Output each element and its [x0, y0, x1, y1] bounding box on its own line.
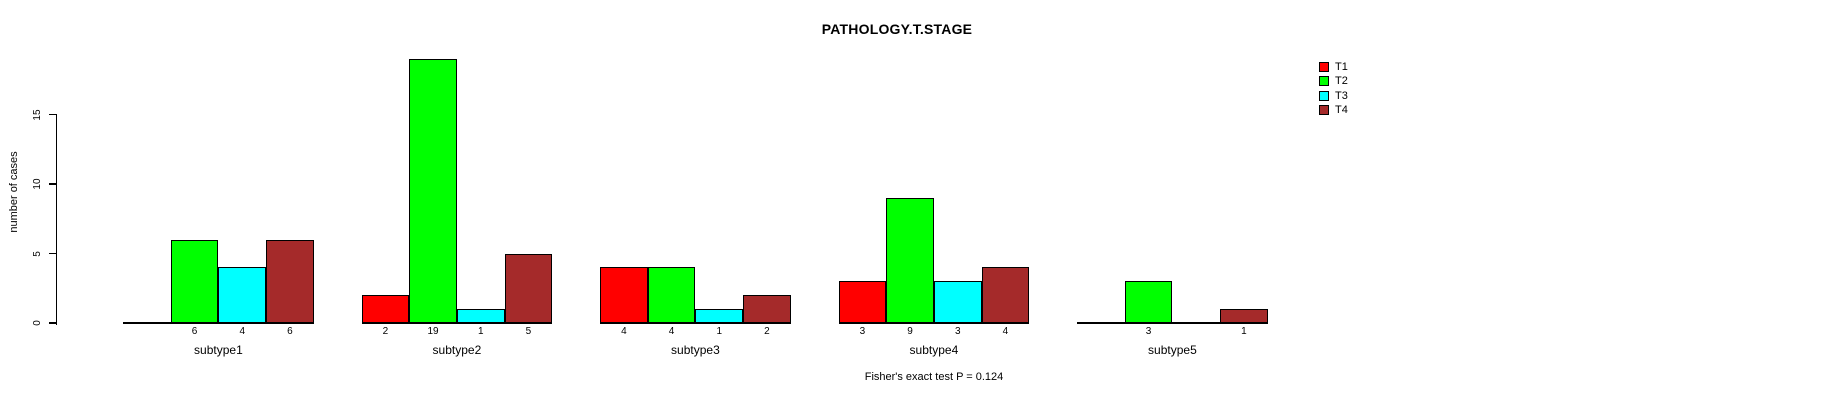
- bar-value-label: 6: [191, 326, 198, 337]
- bar-value-label: 3: [1145, 326, 1152, 337]
- bar-value-label: 1: [716, 326, 723, 337]
- legend-swatch-T3: [1319, 90, 1329, 101]
- legend-swatch-T4: [1319, 105, 1329, 116]
- bar-value-label: 3: [954, 326, 961, 337]
- y-tick: [48, 183, 56, 185]
- y-tick: [48, 113, 56, 116]
- category-label: subtype1: [194, 343, 243, 357]
- bar-T4-subtype1: [266, 239, 314, 323]
- bar-T1-subtype2: [361, 295, 410, 323]
- legend-swatch-T2: [1319, 76, 1329, 87]
- legend-label-T2: T2: [1335, 75, 1348, 88]
- group-baseline: [123, 322, 314, 324]
- bar-value-label: 4: [668, 326, 675, 337]
- fisher-test-note: Fisher's exact test P = 0.124: [864, 371, 1004, 383]
- group-baseline: [600, 322, 791, 324]
- category-label: subtype3: [671, 343, 720, 357]
- category-label: subtype5: [1148, 343, 1197, 357]
- y-tick: [48, 252, 56, 255]
- bar-value-label: 9: [907, 326, 913, 337]
- bar-T4-subtype3: [743, 295, 791, 323]
- bar-T4-subtype5: [1220, 309, 1268, 323]
- bar-T2-subtype3: [647, 267, 696, 323]
- bar-T2-subtype1: [170, 239, 219, 323]
- bar-T4-subtype2: [504, 253, 553, 323]
- bar-T3-subtype3: [695, 309, 744, 323]
- bar-T2-subtype2: [409, 58, 457, 323]
- bar-value-label: 5: [525, 326, 532, 337]
- bar-value-label: 4: [621, 326, 627, 337]
- bar-T1-subtype4: [838, 281, 887, 323]
- chart-title: PATHOLOGY.T.STAGE: [821, 21, 973, 37]
- category-label: subtype4: [909, 343, 959, 357]
- category-label: subtype2: [432, 343, 482, 357]
- bar-T2-subtype4: [886, 197, 934, 323]
- y-tick: [48, 322, 56, 324]
- legend-label-T4: T4: [1335, 104, 1348, 117]
- bar-T3-subtype2: [456, 309, 505, 323]
- y-axis-line: [55, 114, 57, 325]
- group-baseline: [838, 322, 1030, 324]
- bar-value-label: 4: [1002, 326, 1009, 337]
- bar-T4-subtype4: [981, 267, 1030, 323]
- bar-T3-subtype1: [218, 267, 267, 323]
- legend-swatch-T1: [1319, 62, 1329, 72]
- group-baseline: [361, 322, 553, 324]
- legend-label-T1: T1: [1335, 61, 1348, 73]
- bar-T3-subtype4: [933, 281, 982, 323]
- bar-value-label: 1: [1241, 326, 1247, 337]
- bar-T2-subtype5: [1124, 281, 1173, 323]
- bar-T1-subtype3: [600, 267, 648, 323]
- bar-value-label: 6: [287, 326, 293, 337]
- bar-value-label: 2: [382, 326, 389, 337]
- bar-value-label: 1: [477, 326, 484, 337]
- bar-value-label: 3: [859, 326, 866, 337]
- bar-value-label: 4: [239, 326, 246, 337]
- bar-value-label: 2: [764, 326, 770, 337]
- legend-label-T3: T3: [1335, 89, 1348, 102]
- group-baseline: [1077, 322, 1268, 324]
- bar-value-label: 19: [427, 326, 439, 337]
